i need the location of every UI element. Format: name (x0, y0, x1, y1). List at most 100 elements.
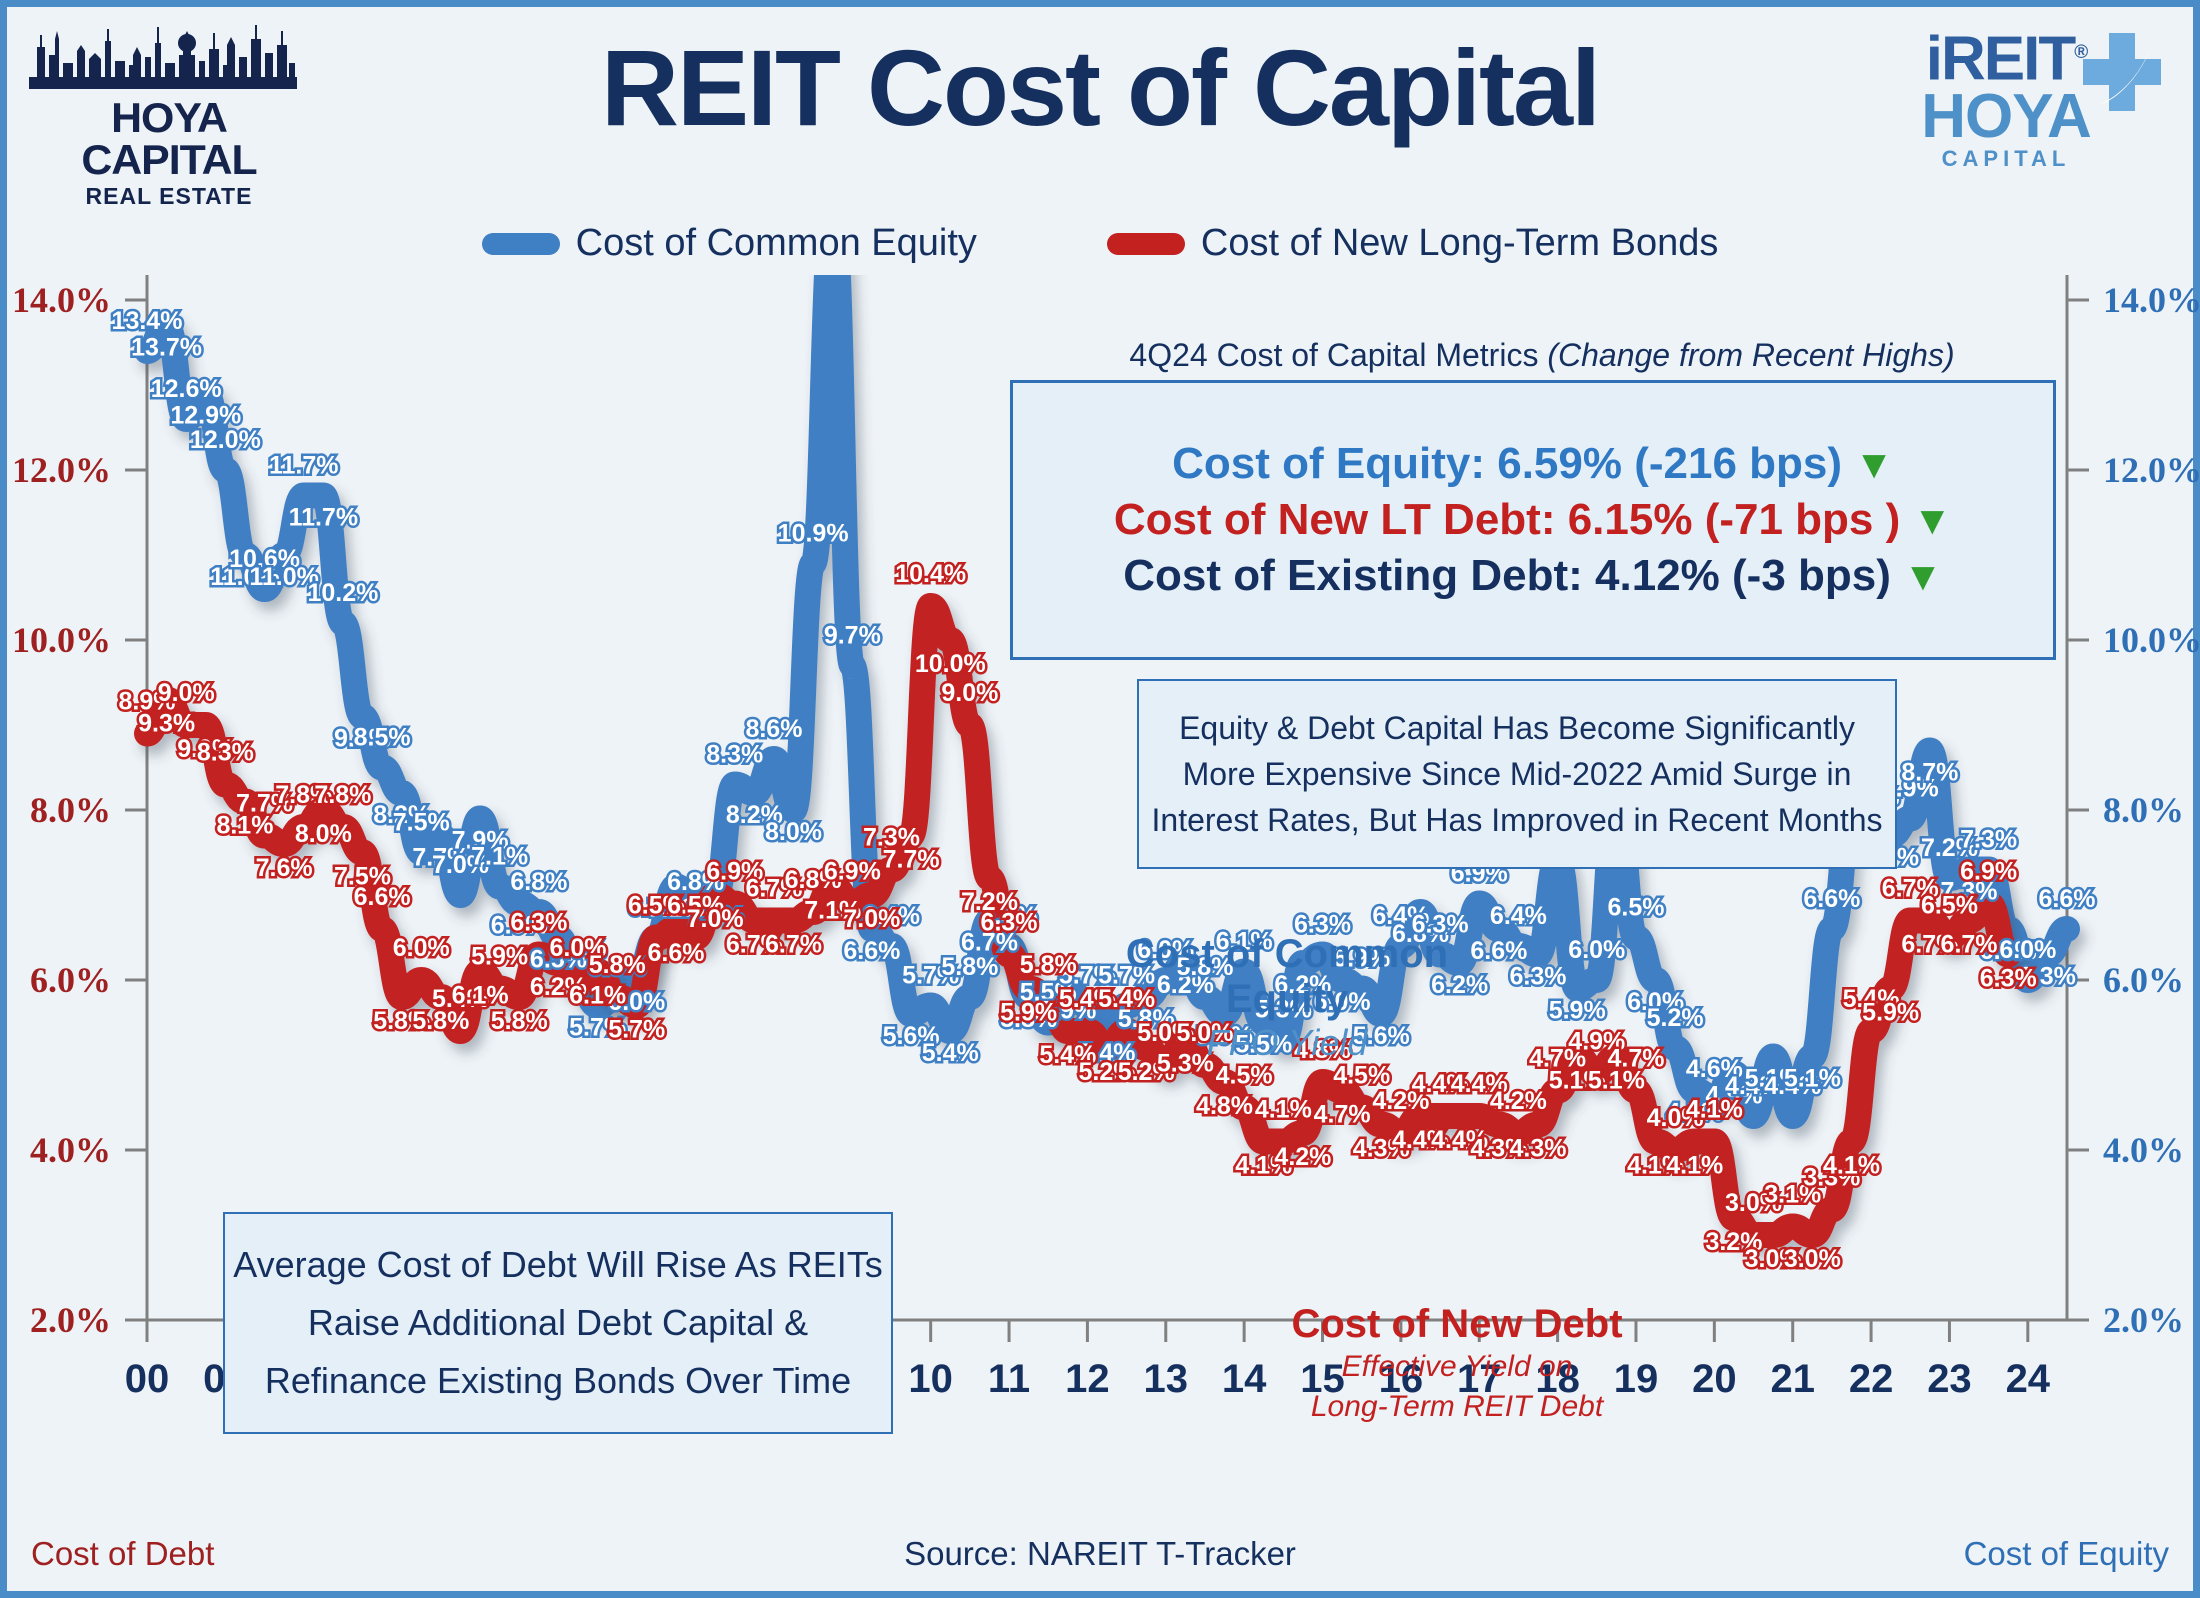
hoya-capital-logo: HOYA CAPITAL REAL ESTATE (29, 21, 309, 209)
data-label: 8.1% (216, 812, 273, 840)
data-label: 4.0% (1647, 1104, 1704, 1132)
data-label: 4.3% (1510, 1135, 1567, 1163)
legend-item-bonds: Cost of New Long-Term Bonds (1106, 222, 1719, 265)
data-label: 5.7% (608, 1016, 665, 1044)
metrics-caption: 4Q24 Cost of Capital Metrics (Change fro… (1112, 337, 1972, 374)
data-label: 10.4% (895, 560, 966, 588)
data-label: 7.3% (1941, 878, 1998, 906)
data-label: 6.7% (745, 875, 802, 903)
data-label: 5.4% (1098, 985, 1155, 1013)
data-label: 8.3% (706, 741, 763, 769)
x-axis-tick: 19 (1614, 1357, 1659, 1401)
data-label: 5.9% (1333, 945, 1390, 973)
y-axis-right-tick: 8.0% (2103, 790, 2184, 830)
y-axis-right-tick: 4.0% (2103, 1130, 2184, 1170)
data-label: 4.7% (1666, 1099, 1723, 1127)
x-axis-tick: 24 (2006, 1357, 2051, 1401)
data-label: 5.7% (1098, 962, 1155, 990)
legend-label-bonds: Cost of New Long-Term Bonds (1200, 222, 1719, 264)
data-label: 5.4% (1059, 985, 1116, 1013)
data-label: 11.7% (269, 452, 339, 480)
data-label: 5.4% (432, 985, 489, 1013)
data-label: 6.6% (1470, 937, 1527, 965)
data-label: 5.8% (1118, 1005, 1175, 1033)
metric-cost-of-new-lt-debt: Cost of New LT Debt: 6.15% (-71 bps ) ▼ (1114, 495, 1952, 545)
cross-plus-icon (2083, 33, 2161, 111)
data-label: 5.8% (1176, 953, 1233, 981)
data-label: 4.4% (1451, 1070, 1508, 1098)
data-label: 5.0% (1137, 1019, 1194, 1047)
x-axis-tick: 13 (1144, 1357, 1189, 1401)
y-axis-right-tick: 6.0% (2103, 960, 2184, 1000)
metric-cost-of-equity-label: Cost of Equity: 6.59% (-216 bps) (1172, 439, 1843, 488)
data-label: 5.4% (1079, 1039, 1136, 1067)
data-label: 4.2% (1490, 1087, 1547, 1115)
data-label: 7.8% (275, 781, 332, 809)
data-label: 5.8% (412, 1007, 469, 1035)
data-label: 9.0% (941, 679, 998, 707)
data-label: 8.6% (745, 715, 802, 743)
data-label: 4.7% (1529, 1045, 1586, 1073)
data-label: 6.3% (1412, 911, 1469, 939)
data-label: 6.5% (530, 946, 587, 974)
y-axis-right-tick: 2.0% (2103, 1300, 2184, 1340)
data-label: 4.4% (1392, 1126, 1449, 1154)
x-axis-tick: 18 (1535, 1357, 1580, 1401)
ireit-text: iREIT (1925, 24, 2076, 94)
commentary-line-1: Equity & Debt Capital Has Become Signifi… (1179, 710, 1855, 746)
data-label: 6.7% (1882, 875, 1939, 903)
data-label: 8.3% (197, 739, 254, 767)
page-title: REIT Cost of Capital (600, 27, 1601, 148)
debt-commentary-line-1: Average Cost of Debt Will Rise As REITs (233, 1244, 883, 1285)
data-label: 3.0% (1745, 1245, 1802, 1273)
data-label: 7.1% (804, 897, 861, 925)
data-label: 5.5% (1235, 1031, 1292, 1059)
data-label: 6.4% (1372, 902, 1429, 930)
data-label: 4.8% (1294, 1036, 1351, 1064)
data-label: 7.6% (256, 854, 313, 882)
legend-swatch-equity (481, 232, 560, 255)
data-label: 5.8% (491, 1007, 548, 1035)
data-label: 8.2% (373, 801, 430, 829)
data-label: 6.7% (726, 931, 783, 959)
data-label: 5.1% (1745, 1065, 1802, 1093)
data-label: 4.4% (1412, 1070, 1469, 1098)
data-label: 6.1% (452, 982, 509, 1010)
commentary-box: Equity & Debt Capital Has Become Signifi… (1137, 679, 1897, 869)
data-label: 5.9% (471, 943, 528, 971)
data-label: 6.2% (1274, 971, 1331, 999)
data-label: 5.5% (1020, 979, 1077, 1007)
data-labels-bonds: 8.9%9.3%9.0%9.0%8.3%8.1%7.7%7.6%7.8%8.0%… (116, 558, 2039, 1276)
data-label: 4.2% (1372, 1087, 1429, 1115)
series-equity (134, 275, 2080, 1129)
data-label: 5.8% (1000, 1005, 1057, 1033)
data-label: 6.8% (785, 866, 842, 894)
x-axis-tick: 15 (1300, 1357, 1345, 1401)
hoya-logo-sub: REAL ESTATE (85, 183, 253, 209)
data-label: 6.0% (1999, 936, 2056, 964)
data-label: 3.3% (1803, 1164, 1860, 1192)
legend-swatch-bonds (1106, 232, 1185, 255)
ireit-wordmark: iREIT® (1841, 25, 2171, 90)
y-axis-left-tick: 10.0% (12, 620, 111, 660)
data-label: 9.1% (334, 725, 391, 753)
data-label: 4.2% (1274, 1143, 1331, 1171)
data-label: 4.4% (1764, 1072, 1821, 1100)
x-axis-tick: 12 (1065, 1357, 1110, 1401)
metric-cost-of-existing-debt: Cost of Existing Debt: 4.12% (-3 bps) ▼ (1123, 551, 1942, 601)
data-label: 7.7% (883, 846, 940, 874)
x-axis-tick: 16 (1379, 1357, 1424, 1401)
data-label: 4.7% (1607, 1045, 1664, 1073)
debt-annotation-subtitle-2: Long-Term REIT Debt (1310, 1390, 1604, 1423)
data-label: 6.0% (550, 934, 607, 962)
data-label: 5.1% (1549, 1067, 1606, 1095)
data-label: 4.6% (1686, 1055, 1743, 1083)
data-label: 7.1% (647, 895, 704, 923)
data-label: 4.4% (1725, 1072, 1782, 1100)
data-label: 6.3% (1294, 911, 1351, 939)
x-axis-tick: 11 (988, 1357, 1030, 1401)
y-axis-left-tick: 14.0% (12, 280, 111, 320)
debt-commentary-line-2: Raise Additional Debt Capital & (307, 1302, 809, 1343)
data-label: 7.0% (432, 851, 489, 879)
data-label: 10.0% (915, 650, 986, 678)
